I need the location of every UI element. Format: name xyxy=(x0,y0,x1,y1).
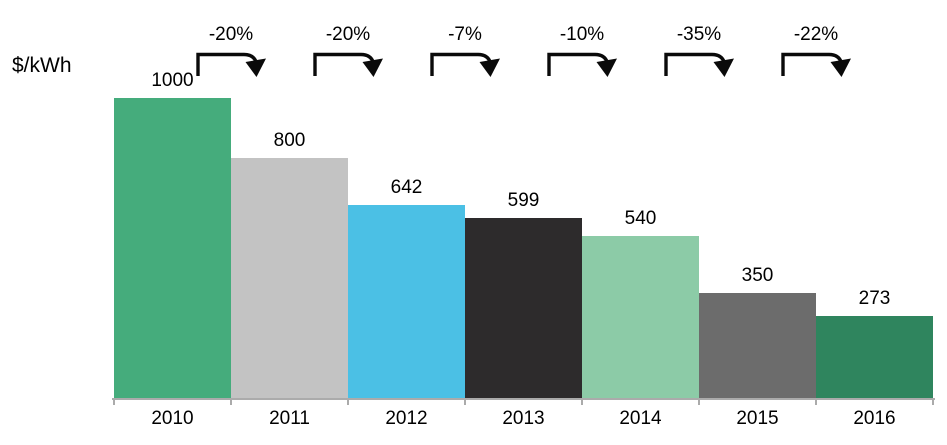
x-axis-tick xyxy=(932,398,934,405)
bent-down-arrow-icon xyxy=(547,52,617,77)
bent-down-arrow-icon xyxy=(664,52,734,77)
bar-2011 xyxy=(231,158,348,398)
bar-value-label: 350 xyxy=(741,265,774,286)
x-axis-tick xyxy=(581,398,583,405)
bar-2010 xyxy=(114,98,231,398)
pct-change-label: -20% xyxy=(325,24,371,45)
bar-2012 xyxy=(348,205,465,398)
x-axis-tick-label: 2010 xyxy=(151,408,194,429)
pct-change-annotation: -10% xyxy=(534,24,630,78)
x-axis-tick xyxy=(347,398,349,405)
pct-change-label: -10% xyxy=(559,24,605,45)
pct-change-annotation: -35% xyxy=(651,24,747,78)
pct-change-label: -35% xyxy=(676,24,722,45)
x-axis-line xyxy=(112,398,935,400)
pct-change-annotation: -22% xyxy=(768,24,864,78)
x-axis-tick-label: 2016 xyxy=(853,408,896,429)
bent-down-arrow-icon xyxy=(313,52,383,77)
bar-value-label: 273 xyxy=(858,288,891,309)
x-axis-tick-label: 2011 xyxy=(269,408,310,429)
bar-2016 xyxy=(816,316,933,398)
x-axis-tick xyxy=(230,398,232,405)
bar-value-label: 800 xyxy=(273,130,306,151)
bar-value-label: 1000 xyxy=(151,70,194,91)
pct-change-annotation: -20% xyxy=(300,24,396,78)
x-axis-tick xyxy=(698,398,700,405)
pct-change-annotation: -20% xyxy=(183,24,279,78)
pct-change-annotation: -7% xyxy=(417,24,513,78)
bar-value-label: 642 xyxy=(390,177,423,198)
bar-value-label: 599 xyxy=(507,190,540,211)
x-axis-tick xyxy=(464,398,466,405)
bar-value-label: 540 xyxy=(624,208,657,229)
x-axis-tick-label: 2013 xyxy=(502,408,545,429)
x-axis-tick-label: 2012 xyxy=(385,408,428,429)
x-axis-tick-label: 2014 xyxy=(619,408,662,429)
bar-2015 xyxy=(699,293,816,398)
y-axis-label: $/kWh xyxy=(12,54,72,77)
x-axis-tick xyxy=(815,398,817,405)
pct-change-label: -22% xyxy=(793,24,839,45)
bent-down-arrow-icon xyxy=(781,52,851,77)
bent-down-arrow-icon xyxy=(196,52,266,77)
pct-change-label: -7% xyxy=(448,24,482,45)
x-axis-tick-label: 2015 xyxy=(736,408,779,429)
x-axis-tick xyxy=(113,398,115,405)
bar-2013 xyxy=(465,218,582,398)
bar-2014 xyxy=(582,236,699,398)
bent-down-arrow-icon xyxy=(430,52,500,77)
pct-change-label: -20% xyxy=(208,24,254,45)
